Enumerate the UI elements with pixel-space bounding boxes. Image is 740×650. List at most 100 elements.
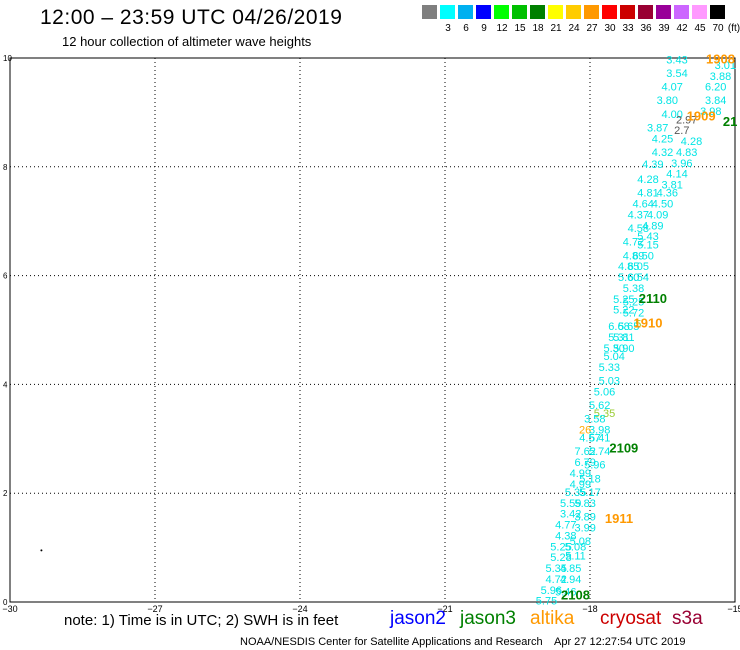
wave-height-value: 4.77 bbox=[555, 520, 576, 532]
wave-height-value: 4.09 bbox=[647, 209, 668, 221]
wave-height-value: 5.15 bbox=[637, 239, 658, 251]
wave-height-value: 3.43 bbox=[666, 54, 687, 66]
scale-label: 30 bbox=[604, 23, 616, 34]
track-time-label: 1910 bbox=[634, 315, 663, 330]
scale-label: 12 bbox=[496, 23, 508, 34]
wave-height-value: 4.28 bbox=[637, 174, 658, 186]
scale-label: 18 bbox=[532, 23, 544, 34]
wave-height-value: 6.05 bbox=[628, 261, 649, 273]
wave-height-value: 4.00 bbox=[661, 109, 682, 121]
wave-height-value: 4.64 bbox=[632, 199, 653, 211]
wave-height-value: 4.81 bbox=[637, 188, 658, 200]
wave-height-value: 5.31 bbox=[608, 332, 629, 344]
wave-height-value: 3.54 bbox=[666, 68, 687, 80]
wave-height-value: 5.08 bbox=[565, 541, 586, 553]
scale-swatch bbox=[476, 5, 491, 19]
scale-swatch bbox=[512, 5, 527, 19]
wave-height-value: 5.17 bbox=[579, 487, 600, 499]
wave-height-value: 5.62 bbox=[589, 400, 610, 412]
wave-height-value: 5.43 bbox=[637, 231, 658, 243]
wave-height-value: 4.50 bbox=[652, 199, 673, 211]
wave-height-value: 4.38 bbox=[555, 530, 576, 542]
wave-height-value: 4.32 bbox=[652, 147, 673, 159]
wave-height-value: 4.83 bbox=[676, 147, 697, 159]
track-time-label: 1911 bbox=[605, 511, 633, 526]
lon-tick-label: −15 bbox=[727, 604, 740, 614]
wave-height-value: 5.74 bbox=[589, 446, 610, 458]
lon-tick-label: −21 bbox=[437, 604, 452, 614]
wave-height-value: 3.87 bbox=[647, 122, 668, 134]
scale-label: 70 bbox=[712, 23, 724, 34]
wave-height-value: 5.96 bbox=[584, 460, 605, 472]
scale-swatch bbox=[656, 5, 671, 19]
credit-line: NOAA/NESDIS Center for Satellite Applica… bbox=[240, 636, 543, 648]
scale-swatch bbox=[710, 5, 725, 19]
scale-label: 3 bbox=[445, 23, 451, 34]
lon-tick-label: −24 bbox=[292, 604, 307, 614]
wave-height-value: 3.88 bbox=[710, 71, 731, 83]
lon-tick-label: −30 bbox=[2, 604, 17, 614]
wave-height-value: 4.99 bbox=[570, 479, 591, 491]
wave-height-value: 3.84 bbox=[705, 95, 726, 107]
scale-swatch bbox=[602, 5, 617, 19]
wave-height-value: 5.46 bbox=[555, 586, 576, 598]
wave-height-value: 5.75 bbox=[536, 596, 557, 608]
lon-tick-label: −27 bbox=[147, 604, 162, 614]
wave-height-value: 3.98 bbox=[700, 106, 721, 118]
page-title: 12:00 – 23:59 UTC 04/26/2019 bbox=[40, 6, 343, 29]
scale-label: 21 bbox=[550, 23, 562, 34]
wave-height-value: 4.99 bbox=[570, 468, 591, 480]
wave-height-value: 5.22 bbox=[613, 305, 634, 317]
wave-height-value: 5.72 bbox=[623, 307, 644, 319]
sat-s3a: s3a bbox=[672, 608, 703, 629]
wave-height-value: 5.59 bbox=[560, 498, 581, 510]
sat-jason3: jason3 bbox=[460, 608, 516, 629]
wave-height-value: 5.38 bbox=[623, 283, 644, 295]
wave-height-value: 4.28 bbox=[681, 136, 702, 148]
scale-label: 9 bbox=[481, 23, 487, 34]
footer-note: note: 1) Time is in UTC; 2) SWH is in fe… bbox=[64, 612, 339, 629]
page-subtitle: 12 hour collection of altimeter wave hei… bbox=[62, 34, 312, 49]
wave-height-value: 4.25 bbox=[652, 133, 673, 145]
wave-height-value: 4.07 bbox=[661, 82, 682, 94]
wave-height-value: 6.20 bbox=[705, 82, 726, 94]
scale-swatch bbox=[440, 5, 455, 19]
wave-height-value: 7.62 bbox=[574, 446, 595, 458]
sat-jason2: jason2 bbox=[390, 608, 446, 629]
scale-swatch bbox=[620, 5, 635, 19]
wave-height-value: 4.39 bbox=[642, 159, 663, 171]
sat-altika: altika bbox=[530, 608, 575, 629]
wave-height-value: 4.72 bbox=[623, 237, 644, 249]
wave-height-value: 3.96 bbox=[671, 158, 692, 170]
wave-height-value: 5.33 bbox=[599, 362, 620, 374]
wave-height-value: 5.08 bbox=[570, 536, 591, 548]
wave-height-value: 5.35 bbox=[565, 487, 586, 499]
wave-height-value: 4.89 bbox=[623, 250, 644, 262]
wave-height-value: 3.98 bbox=[589, 424, 610, 436]
lat-tick-label: 4 bbox=[3, 380, 8, 389]
wave-height-value: 5.81 bbox=[613, 332, 634, 344]
scale-swatch bbox=[548, 5, 563, 19]
track-time-label: 2108 bbox=[561, 587, 590, 602]
wave-height-value: 4.85 bbox=[618, 261, 639, 273]
sat-cryosat: cryosat bbox=[600, 608, 662, 629]
wave-height-value: 3.99 bbox=[574, 522, 595, 534]
map-frame bbox=[9, 57, 736, 603]
scale-swatch bbox=[422, 5, 437, 19]
wave-height-value: 2.97 bbox=[676, 114, 697, 126]
wave-height-value: 4.14 bbox=[666, 169, 687, 181]
wave-height-value: 5.41 bbox=[589, 433, 610, 445]
wave-height-value: 4.37 bbox=[628, 209, 649, 221]
track-time-label: 1909 bbox=[687, 109, 716, 124]
wave-height-value: 4.89 bbox=[642, 220, 663, 232]
scale-swatch bbox=[494, 5, 509, 19]
scale-label: 42 bbox=[676, 23, 688, 34]
wave-height-value: 5.18 bbox=[579, 473, 600, 485]
wave-height-value: 5.04 bbox=[603, 351, 624, 363]
wave-height-value: 5.03 bbox=[599, 375, 620, 387]
wave-height-value: 5.25 bbox=[550, 541, 571, 553]
scale-label: 24 bbox=[568, 23, 580, 34]
island-marker bbox=[40, 549, 43, 552]
track-time-label: 2109 bbox=[609, 440, 638, 455]
